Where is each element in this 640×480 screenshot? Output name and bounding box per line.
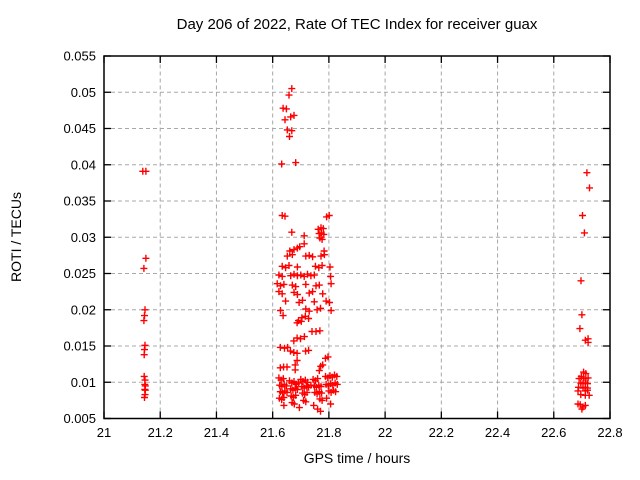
- x-tick-label: 22.8: [597, 425, 622, 440]
- x-tick-label: 21.6: [260, 425, 285, 440]
- x-tick-label: 21.4: [204, 425, 229, 440]
- x-tick-label: 21: [97, 425, 111, 440]
- y-tick-label: 0.01: [71, 375, 96, 390]
- y-tick-label: 0.045: [63, 121, 96, 136]
- y-tick-label: 0.005: [63, 411, 96, 426]
- y-tick-label: 0.05: [71, 85, 96, 100]
- y-tick-label: 0.02: [71, 302, 96, 317]
- x-tick-label: 21.8: [316, 425, 341, 440]
- x-tick-label: 22.6: [541, 425, 566, 440]
- chart-title: Day 206 of 2022, Rate Of TEC Index for r…: [176, 16, 538, 33]
- x-tick-label: 22: [378, 425, 392, 440]
- scatter-points-series: [139, 85, 593, 415]
- y-tick-label: 0.025: [63, 266, 96, 281]
- x-axis-label: GPS time / hours: [303, 450, 411, 466]
- x-tick-label: 22.4: [485, 425, 510, 440]
- y-tick-label: 0.035: [63, 194, 96, 209]
- y-tick-label: 0.055: [63, 49, 96, 64]
- x-tick-label: 21.2: [148, 425, 173, 440]
- y-axis-label: ROTI / TECUs: [8, 192, 24, 282]
- y-tick-label: 0.015: [63, 339, 96, 354]
- x-tick-label: 22.2: [429, 425, 454, 440]
- y-tick-label: 0.03: [71, 230, 96, 245]
- plot-border: [103, 55, 611, 420]
- y-tick-label: 0.04: [71, 157, 96, 172]
